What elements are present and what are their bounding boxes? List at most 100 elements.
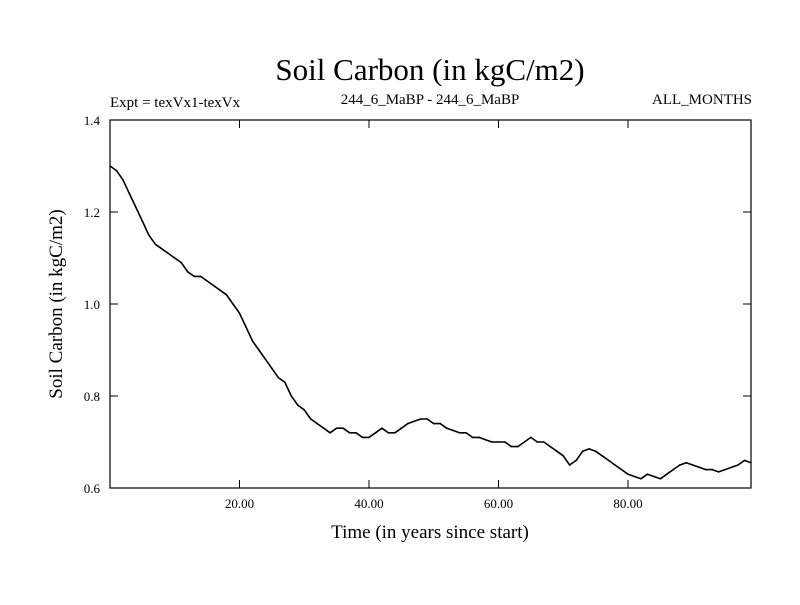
data-point: [381, 427, 383, 430]
data-point: [445, 427, 448, 430]
data-point: [530, 436, 532, 439]
data-point: [549, 445, 552, 448]
data-point: [685, 461, 688, 464]
data-point: [640, 478, 642, 480]
data-point: [394, 432, 396, 434]
data-point: [426, 418, 429, 420]
y-tick-label: 0.6: [84, 481, 101, 496]
data-point: [148, 234, 150, 236]
data-point: [374, 432, 377, 434]
data-point: [238, 312, 241, 315]
data-point: [284, 381, 286, 384]
data-point: [329, 432, 331, 434]
period-label: 244_6_MaBP - 244_6_MaBP: [341, 92, 520, 108]
data-point: [698, 466, 700, 469]
data-point: [620, 468, 623, 471]
data-point: [219, 289, 221, 292]
data-point: [368, 436, 370, 439]
data-point: [543, 441, 545, 443]
data-point: [672, 468, 675, 471]
data-point: [232, 303, 234, 305]
data-point: [471, 436, 474, 439]
x-axis-ticks: 20.00 40.00 60.00 80.00: [225, 120, 643, 511]
y-tick-label: 1.0: [84, 297, 100, 312]
data-point: [458, 432, 461, 434]
experiment-label: Expt = texVx1-texVx: [110, 95, 241, 111]
data-point: [251, 340, 254, 342]
data-point: [199, 275, 202, 278]
data-point: [161, 248, 163, 250]
data-point: [206, 280, 208, 282]
series-layer: [109, 165, 752, 480]
data-point: [737, 464, 739, 466]
data-point: [154, 243, 157, 245]
plot-frame: [109, 119, 752, 489]
data-point: [659, 478, 662, 480]
data-point: [361, 436, 364, 439]
data-point: [484, 438, 487, 441]
data-point: [633, 475, 636, 478]
data-point: [193, 275, 195, 278]
y-tick-label: 1.4: [84, 113, 101, 128]
data-point: [465, 432, 467, 434]
data-point: [316, 422, 319, 425]
series-line: [109, 165, 752, 480]
data-point: [452, 429, 455, 432]
data-point: [141, 220, 144, 222]
data-point: [478, 436, 480, 439]
data-point: [335, 427, 338, 430]
data-point: [413, 420, 416, 423]
data-point: [264, 358, 267, 361]
data-point: [407, 422, 409, 425]
data-point: [691, 464, 694, 466]
data-point: [627, 473, 629, 476]
data-point: [387, 432, 390, 434]
data-point: [497, 441, 500, 443]
data-point: [614, 464, 616, 466]
data-point: [303, 409, 306, 411]
x-tick-label: 60.00: [484, 496, 513, 511]
data-point: [601, 455, 603, 457]
data-point: [225, 294, 228, 296]
data-point: [277, 376, 280, 379]
data-point: [653, 475, 655, 478]
data-point: [568, 464, 571, 466]
data-point: [510, 445, 513, 448]
x-tick-label: 40.00: [354, 496, 383, 511]
data-point: [575, 459, 577, 462]
data-point: [348, 432, 351, 434]
data-point: [581, 450, 584, 453]
data-point: [135, 206, 137, 209]
data-point: [666, 473, 668, 476]
data-point: [109, 165, 111, 167]
data-point: [517, 445, 519, 448]
chart-title: Soil Carbon (in kgC/m2): [275, 52, 584, 87]
data-point: [711, 468, 713, 471]
data-point: [167, 252, 170, 255]
data-point: [245, 326, 247, 328]
data-point: [290, 395, 293, 397]
data-point: [355, 432, 357, 434]
months-label: ALL_MONTHS: [652, 92, 752, 108]
data-point: [297, 404, 299, 407]
data-point: [115, 169, 118, 172]
y-axis-label: Soil Carbon (in kgC/m2): [46, 209, 67, 398]
data-point: [420, 418, 422, 420]
y-axis-ticks: 0.6 0.8 1.0 1.2 1.4: [84, 113, 751, 496]
data-point: [594, 450, 597, 453]
data-point: [400, 427, 403, 430]
data-point: [743, 459, 746, 462]
data-point: [730, 466, 733, 469]
data-point: [724, 468, 726, 471]
data-point: [432, 422, 435, 425]
data-point: [212, 284, 215, 287]
data-point: [128, 192, 131, 195]
data-point: [536, 441, 539, 443]
data-point: [562, 455, 564, 457]
data-point: [646, 473, 649, 476]
data-point: [679, 464, 681, 466]
data-point: [186, 271, 189, 273]
data-point: [523, 441, 526, 443]
